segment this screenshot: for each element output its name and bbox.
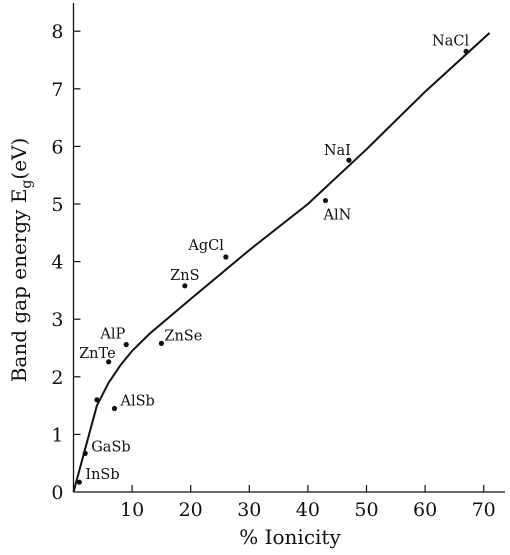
data-point: [158, 340, 164, 346]
point-label: NaCl: [432, 33, 469, 49]
x-tick-label: 50: [354, 499, 378, 521]
point-label: ZnTe: [79, 346, 116, 362]
point-label: AgCl: [187, 238, 224, 254]
point-label: AlN: [322, 208, 351, 224]
y-tick-label: 2: [51, 367, 63, 389]
data-point: [346, 157, 352, 163]
data-point: [76, 479, 82, 485]
x-tick-label: 70: [472, 499, 496, 521]
y-tick-label: 7: [51, 79, 63, 101]
data-point: [123, 341, 129, 348]
x-tick-label: 60: [413, 499, 437, 521]
point-label: InSb: [85, 467, 119, 483]
y-axis-title-subscript: g: [19, 180, 35, 189]
point-label: ZnSe: [164, 328, 202, 344]
y-tick-label: 8: [51, 21, 63, 43]
y-tick-label: 6: [51, 136, 63, 158]
data-point: [322, 197, 329, 204]
x-tick-label: 30: [237, 499, 261, 521]
data-point: [223, 254, 229, 260]
data-point: [82, 450, 88, 457]
axes: [72, 3, 505, 493]
data-point: [463, 48, 469, 54]
y-tick-label: 5: [51, 194, 63, 216]
data-point: [182, 283, 188, 289]
data-point: [111, 405, 118, 412]
point-label: AlP: [99, 327, 125, 343]
y-tick-label: 1: [51, 424, 63, 446]
x-tick-label: 10: [120, 499, 144, 521]
ticks: 0 1 2 3 4 5 6 7 8 10 20 30 40 50 60 70: [51, 21, 495, 521]
point-label: AlSb: [120, 393, 155, 409]
point-label: ZnS: [170, 268, 199, 284]
data-point: [106, 359, 112, 365]
y-tick-label: 0: [51, 482, 63, 504]
data-points: [76, 48, 469, 485]
x-tick-label: 40: [296, 499, 320, 521]
point-label: GaSb: [91, 439, 130, 455]
y-axis-title-unit: (eV): [7, 138, 31, 180]
y-axis-title-main: Band gap energy E: [7, 189, 31, 383]
y-tick-label: 3: [51, 309, 63, 331]
point-labels: InSb GaSb AlSb ZnTe AlP ZnSe ZnS AgCl AlN NaI NaCl: [79, 33, 469, 483]
x-axis-title: % Ionicity: [239, 525, 341, 549]
y-axis-title: Band gap energy Eg(eV): [7, 138, 35, 383]
fit-curve: [72, 32, 491, 493]
data-point: [94, 397, 100, 403]
point-label: NaI: [324, 143, 351, 159]
y-tick-label: 4: [51, 252, 63, 274]
x-tick-label: 20: [179, 499, 203, 521]
